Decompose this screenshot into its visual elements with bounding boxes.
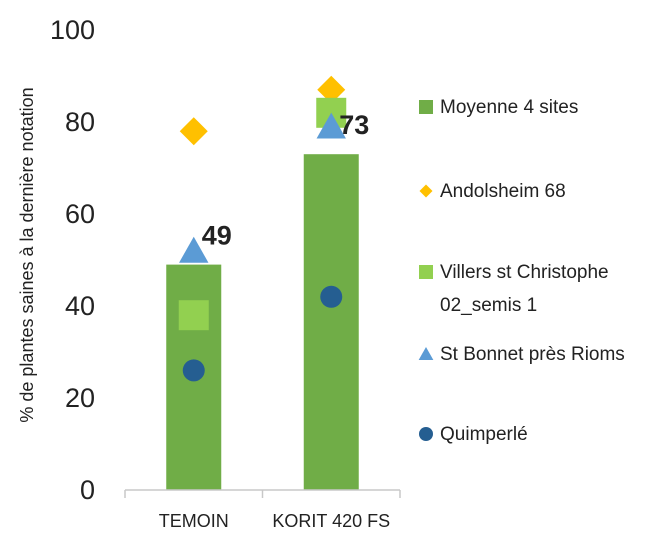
data-point <box>320 285 343 308</box>
legend-label: Moyenne 4 sites <box>440 97 578 118</box>
legend-marker <box>418 347 434 360</box>
y-tick-label: 40 <box>65 291 95 321</box>
x-axis <box>124 489 401 498</box>
y-axis-ticks: 0 20 40 60 80 100 <box>50 15 95 505</box>
data-point <box>316 112 346 139</box>
data-point <box>182 359 205 382</box>
legend-marker <box>419 184 433 198</box>
bar <box>303 154 359 490</box>
y-axis-title: % de plantes saines à la dernière notati… <box>17 87 37 422</box>
x-tick-label: TEMOIN <box>159 511 229 531</box>
y-axis-label: % de plantes saines à la dernière notati… <box>17 87 37 422</box>
data-label: 73 <box>339 110 369 140</box>
legend-item: Villers st Christophe 02_semis 1 <box>419 262 609 316</box>
data-point <box>317 75 346 104</box>
site-markers <box>178 75 347 382</box>
legend-item: St Bonnet près Rioms <box>418 344 625 365</box>
data-labels: 49 73 <box>202 110 370 250</box>
legend-item: Andolsheim 68 <box>419 181 566 202</box>
y-tick-label: 100 <box>50 15 95 45</box>
data-point <box>178 300 209 331</box>
legend-marker <box>419 100 433 114</box>
legend: Moyenne 4 sites Andolsheim 68 Villers st C… <box>418 97 625 445</box>
legend-label: Villers st Christophe <box>440 262 609 283</box>
legend-item: Moyenne 4 sites <box>419 97 578 118</box>
data-point <box>179 117 208 146</box>
legend-marker <box>419 427 433 441</box>
legend-item: Quimperlé <box>419 424 528 445</box>
legend-label: Quimperlé <box>440 424 528 445</box>
legend-label: St Bonnet près Rioms <box>440 344 625 365</box>
legend-label: Andolsheim 68 <box>440 181 566 202</box>
data-label: 49 <box>202 221 232 251</box>
category-labels: TEMOIN KORIT 420 FS <box>159 511 390 531</box>
y-tick-label: 20 <box>65 383 95 413</box>
legend-label: 02_semis 1 <box>440 295 537 316</box>
y-tick-label: 60 <box>65 199 95 229</box>
data-point <box>179 236 209 263</box>
y-tick-label: 0 <box>80 475 95 505</box>
legend-marker <box>419 265 433 279</box>
x-tick-label: KORIT 420 FS <box>272 511 390 531</box>
y-tick-label: 80 <box>65 107 95 137</box>
